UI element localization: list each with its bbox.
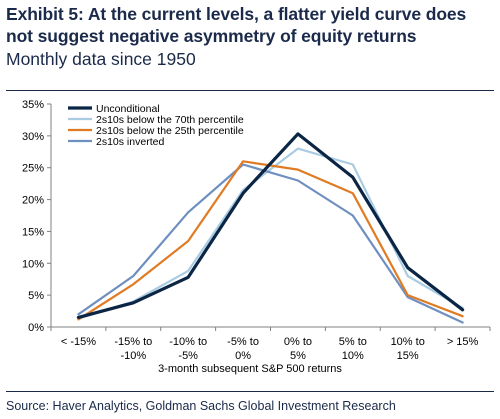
x-axis-title: 3-month subsequent S&P 500 returns bbox=[158, 363, 342, 375]
x-tick-label: < -15% bbox=[61, 336, 96, 348]
series-line-1 bbox=[77, 147, 464, 320]
y-tick-label: 10% bbox=[22, 258, 44, 270]
legend-label: 2s10s below the 25th percentile bbox=[96, 125, 244, 137]
series-line-0 bbox=[76, 132, 465, 319]
y-tick-label: 25% bbox=[22, 163, 44, 175]
page-subtitle: Monthly data since 1950 bbox=[6, 49, 196, 69]
series-layer bbox=[76, 132, 465, 324]
series-line-2 bbox=[77, 160, 464, 321]
legend-label: Unconditional bbox=[96, 103, 160, 115]
legend-label: 2s10s below the 70th percentile bbox=[96, 114, 244, 126]
y-axis: 0% 5% 10% 15% 20% 25% 30% 35% bbox=[22, 99, 52, 334]
x-tick-label: -5% to 0% bbox=[227, 336, 259, 362]
x-tick-label: 5% to 10% bbox=[339, 336, 367, 362]
y-tick-label: 30% bbox=[22, 131, 44, 143]
x-tick-label: > 15% bbox=[447, 336, 479, 348]
legend-label: 2s10s inverted bbox=[96, 136, 164, 148]
x-tick-label: -15% to -10% bbox=[114, 336, 152, 362]
x-tick-label: -10% to -5% bbox=[169, 336, 207, 362]
y-tick-label: 5% bbox=[28, 290, 44, 302]
y-tick-label: 0% bbox=[28, 322, 44, 334]
x-axis: < -15% -15% to -10% -10% to -5% -5% to 0% 0% to… bbox=[50, 326, 491, 362]
line-chart: 0% 5% 10% 15% 20% 25% 30% 35% < -15% -15% to -10%… bbox=[22, 99, 491, 375]
header-divider bbox=[6, 90, 494, 91]
source-note: Source: Haver Analytics, Goldman Sachs G… bbox=[6, 399, 396, 413]
series-line-3 bbox=[77, 163, 464, 324]
y-tick-label: 15% bbox=[22, 226, 44, 238]
x-tick-label: 0% to 5% bbox=[284, 336, 312, 362]
y-tick-label: 20% bbox=[22, 195, 44, 207]
page-title: Exhibit 5: At the current levels, a flat… bbox=[6, 4, 467, 46]
x-tick-label: 10% to 15% bbox=[391, 336, 425, 362]
footer-divider bbox=[6, 391, 494, 392]
y-tick-label: 35% bbox=[22, 99, 44, 111]
